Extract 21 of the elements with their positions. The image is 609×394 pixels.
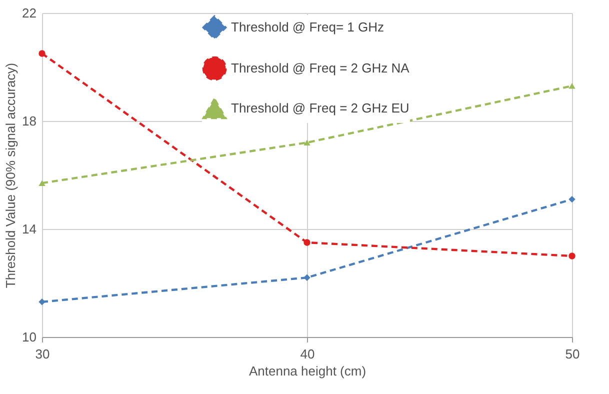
point xyxy=(568,82,576,89)
x-axis-title: Antenna height (cm) xyxy=(248,364,366,378)
point xyxy=(38,180,46,186)
point xyxy=(568,196,576,203)
y-tick-label: 22 xyxy=(22,6,36,20)
x-tick-label: 40 xyxy=(300,346,315,362)
y-axis-title: Threshold Value (90% signal accuracy) xyxy=(3,62,18,288)
point xyxy=(38,298,46,306)
x-tick-label: 50 xyxy=(565,346,580,362)
y-tick-label: 10 xyxy=(22,330,36,344)
y-tick-label: 18 xyxy=(22,114,36,128)
x-tick-label: 30 xyxy=(35,346,50,362)
legend-label: Threshold @ Freq = 2 GHz EU xyxy=(231,100,410,116)
y-tick-label: 14 xyxy=(22,222,36,236)
point xyxy=(304,140,310,146)
point xyxy=(568,252,576,260)
point xyxy=(38,50,46,57)
point xyxy=(304,239,310,246)
legend-label: Threshold @ Freq= 1 GHz xyxy=(231,20,384,34)
legend-label: Threshold @ Freq = 2 GHz NA xyxy=(231,60,410,76)
point xyxy=(304,274,310,281)
